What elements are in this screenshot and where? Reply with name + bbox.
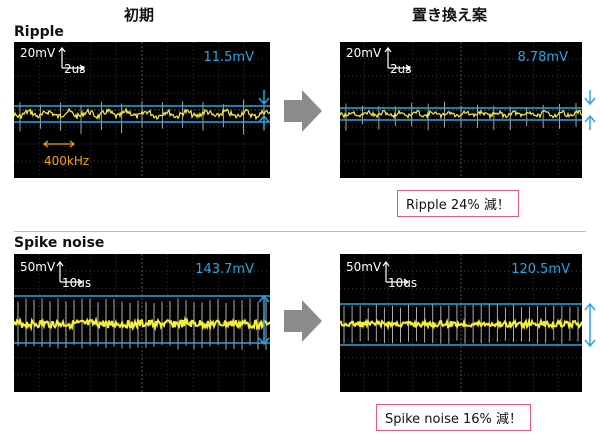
spike-before-scope: 50mV 10us 143.7mV [14,254,270,392]
ripple-before-range-arrow [258,90,270,130]
spike-before-waveform [14,254,270,392]
ripple-after-volt-div: 20mV [346,46,382,60]
spike-after-measurement: 120.5mV [511,262,570,277]
ripple-before-waveform [14,42,270,178]
ripple-after-scope: 20mV 2us 8.78mV [340,42,582,178]
spike-before-measurement: 143.7mV [195,262,254,277]
spike-after-waveform [340,254,582,392]
ripple-before-measurement: 11.5mV [203,50,254,65]
ripple-before-time-div: 2us [64,62,86,76]
ripple-after-time-div: 2us [390,62,412,76]
spike-after-time-div: 10us [388,276,418,290]
spike-after-volt-div: 50mV [346,260,382,274]
ripple-before-volt-div: 20mV [20,46,56,60]
section-divider [14,231,586,232]
spike-before-volt-div: 50mV [20,260,56,274]
spike-section-label: Spike noise [14,235,105,251]
ripple-after-waveform [340,42,582,178]
ripple-flow-arrow-icon [284,90,322,132]
ripple-section-label: Ripple [14,24,64,40]
ripple-before-scope: 20mV 2us 11.5mV 400kHz [14,42,270,178]
ripple-after-measurement: 8.78mV [517,50,568,65]
spike-result-note: Spike noise 16% 減！ [376,404,532,431]
spike-flow-arrow-icon [284,300,322,342]
before-column-title: 初期 [124,6,155,24]
ripple-before-frequency-label: 400kHz [44,154,90,168]
spike-after-range-arrow [584,302,596,348]
after-column-title: 置き換え案 [412,6,488,24]
ripple-after-range-arrow [584,90,596,130]
spike-before-range-arrow [258,294,270,346]
spike-before-time-div: 10us [62,276,92,290]
spike-after-scope: 50mV 10us 120.5mV [340,254,582,392]
ripple-result-note: Ripple 24% 減！ [397,190,519,217]
